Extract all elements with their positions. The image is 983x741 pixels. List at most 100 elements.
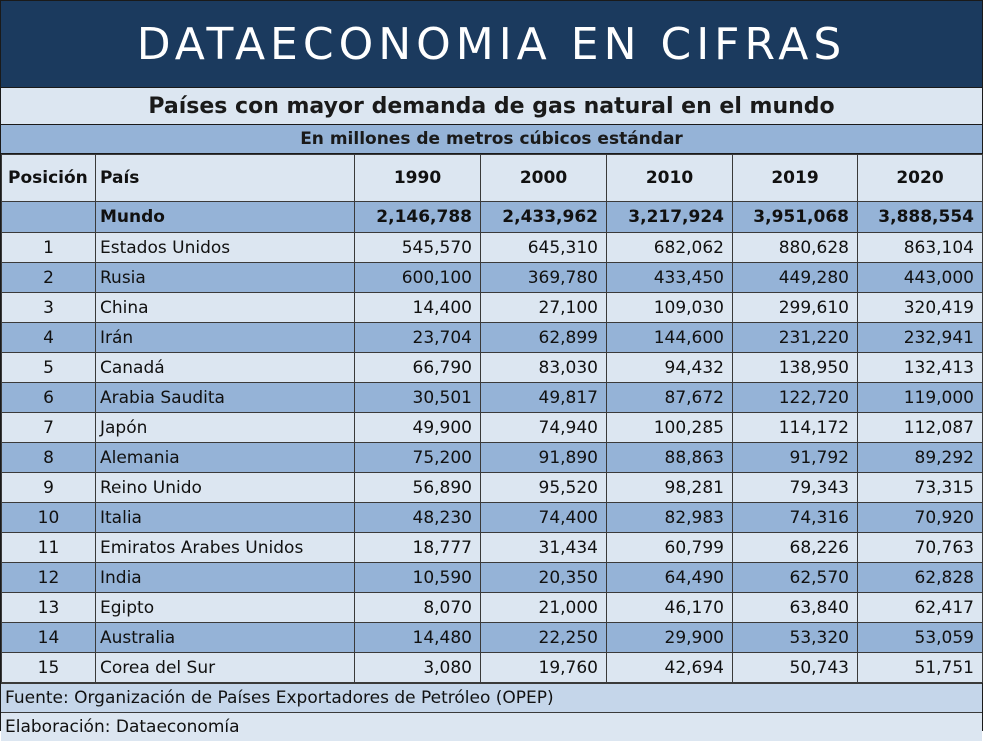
cell-value-2019: 68,226: [732, 532, 858, 563]
cell-value-1990: 66,790: [354, 352, 481, 383]
column-header-1990: 1990: [354, 154, 481, 202]
cell-position: 10: [1, 502, 96, 533]
cell-value-2000: 91,890: [480, 442, 607, 473]
cell-value-1990: 30,501: [354, 382, 481, 413]
table-row: 9 Reino Unido 56,890 95,520 98,281 79,343 73,3…: [1, 472, 983, 503]
cell-value-2010: 29,900: [606, 622, 733, 653]
cell-value-2020: 62,417: [857, 592, 983, 623]
cell-country: Egipto: [95, 592, 355, 623]
cell-position: 3: [1, 292, 96, 323]
table-row: 13 Egipto 8,070 21,000 46,170 63,840 62,417: [1, 592, 983, 623]
cell-value-2020: 70,763: [857, 532, 983, 563]
cell-value-2020: 320,419: [857, 292, 983, 323]
cell-country: Arabia Saudita: [95, 382, 355, 413]
cell-value-1990: 48,230: [354, 502, 481, 533]
cell-value-2020: 863,104: [857, 232, 983, 263]
cell-value-2000: 22,250: [480, 622, 607, 653]
cell-value-2010: 87,672: [606, 382, 733, 413]
cell-value-2019: 3,951,068: [732, 201, 858, 233]
column-header-country: País: [95, 154, 355, 202]
cell-value-2000: 2,433,962: [480, 201, 607, 233]
cell-value-2000: 20,350: [480, 562, 607, 593]
table-row: 11 Emiratos Arabes Unidos 18,777 31,434 60,7…: [1, 532, 983, 563]
column-header-position: Posición: [1, 154, 96, 202]
cell-country: Mundo: [95, 201, 355, 233]
cell-value-2000: 369,780: [480, 262, 607, 293]
cell-value-2000: 27,100: [480, 292, 607, 323]
cell-country: Italia: [95, 502, 355, 533]
cell-value-2000: 74,400: [480, 502, 607, 533]
table-row: 6 Arabia Saudita 30,501 49,817 87,672 122,720…: [1, 382, 983, 413]
cell-value-2019: 63,840: [732, 592, 858, 623]
cell-country: India: [95, 562, 355, 593]
cell-value-1990: 14,480: [354, 622, 481, 653]
cell-position: 1: [1, 232, 96, 263]
cell-position: 13: [1, 592, 96, 623]
cell-value-2000: 62,899: [480, 322, 607, 353]
table-row: 15 Corea del Sur 3,080 19,760 42,694 50,743 51…: [1, 652, 983, 683]
table-row: 5 Canadá 66,790 83,030 94,432 138,950 132,413: [1, 352, 983, 383]
cell-value-2000: 74,940: [480, 412, 607, 443]
cell-value-2020: 70,920: [857, 502, 983, 533]
cell-value-2019: 231,220: [732, 322, 858, 353]
cell-value-2010: 682,062: [606, 232, 733, 263]
cell-value-1990: 49,900: [354, 412, 481, 443]
cell-value-2010: 3,217,924: [606, 201, 733, 233]
cell-value-2010: 46,170: [606, 592, 733, 623]
table-row: 12 India 10,590 20,350 64,490 62,570 62,828: [1, 562, 983, 593]
column-header-2000: 2000: [480, 154, 607, 202]
cell-value-1990: 545,570: [354, 232, 481, 263]
cell-value-2000: 21,000: [480, 592, 607, 623]
cell-value-2020: 89,292: [857, 442, 983, 473]
cell-value-2019: 114,172: [732, 412, 858, 443]
cell-country: China: [95, 292, 355, 323]
cell-country: Alemania: [95, 442, 355, 473]
cell-value-2020: 62,828: [857, 562, 983, 593]
cell-position: 5: [1, 352, 96, 383]
table-row: 8 Alemania 75,200 91,890 88,863 91,792 89,292: [1, 442, 983, 473]
cell-value-1990: 600,100: [354, 262, 481, 293]
cell-value-1990: 10,590: [354, 562, 481, 593]
banner: DATAECONOMIA EN CIFRAS: [1, 1, 982, 88]
cell-value-2019: 449,280: [732, 262, 858, 293]
cell-position: 4: [1, 322, 96, 353]
cell-value-2019: 79,343: [732, 472, 858, 503]
cell-value-2019: 138,950: [732, 352, 858, 383]
cell-country: Reino Unido: [95, 472, 355, 503]
table-row: 2 Rusia 600,100 369,780 433,450 449,280 443,00…: [1, 262, 983, 293]
cell-value-1990: 23,704: [354, 322, 481, 353]
cell-value-2019: 74,316: [732, 502, 858, 533]
cell-value-1990: 2,146,788: [354, 201, 481, 233]
cell-value-2000: 31,434: [480, 532, 607, 563]
cell-country: Estados Unidos: [95, 232, 355, 263]
cell-position: 8: [1, 442, 96, 473]
table-row: 4 Irán 23,704 62,899 144,600 231,220 232,941: [1, 322, 983, 353]
table-row: 3 China 14,400 27,100 109,030 299,610 320,419: [1, 292, 983, 323]
cell-value-2019: 880,628: [732, 232, 858, 263]
cell-value-2020: 73,315: [857, 472, 983, 503]
cell-value-2020: 112,087: [857, 412, 983, 443]
cell-country: Irán: [95, 322, 355, 353]
cell-value-2010: 94,432: [606, 352, 733, 383]
cell-value-2000: 95,520: [480, 472, 607, 503]
cell-value-1990: 56,890: [354, 472, 481, 503]
table-row: 10 Italia 48,230 74,400 82,983 74,316 70,920: [1, 502, 983, 533]
cell-value-2010: 100,285: [606, 412, 733, 443]
cell-country: Canadá: [95, 352, 355, 383]
cell-value-2020: 443,000: [857, 262, 983, 293]
cell-position: 11: [1, 532, 96, 563]
cell-value-2019: 62,570: [732, 562, 858, 593]
cell-value-2010: 88,863: [606, 442, 733, 473]
column-header-2019: 2019: [732, 154, 858, 202]
units-caption: En millones de metros cúbicos estándar: [1, 125, 982, 154]
gas-demand-table: Posición País 1990 2000 2010 2019 2020 M…: [1, 154, 983, 683]
cell-value-2010: 42,694: [606, 652, 733, 683]
cell-value-2010: 60,799: [606, 532, 733, 563]
cell-value-1990: 14,400: [354, 292, 481, 323]
cell-position: 12: [1, 562, 96, 593]
author-note: Elaboración: Dataeconomía: [1, 712, 982, 741]
cell-value-2019: 50,743: [732, 652, 858, 683]
table-row: 14 Australia 14,480 22,250 29,900 53,320 53,05…: [1, 622, 983, 653]
cell-value-2019: 53,320: [732, 622, 858, 653]
